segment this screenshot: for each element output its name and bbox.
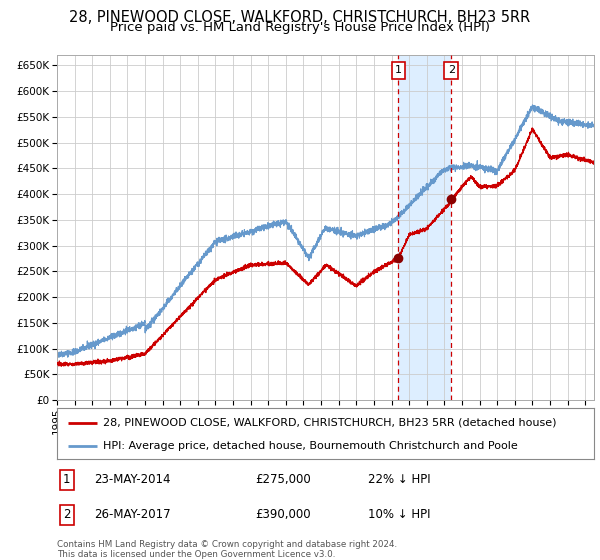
- Text: 10% ↓ HPI: 10% ↓ HPI: [368, 508, 431, 521]
- Text: 22% ↓ HPI: 22% ↓ HPI: [368, 473, 431, 486]
- Text: Contains HM Land Registry data © Crown copyright and database right 2024.
This d: Contains HM Land Registry data © Crown c…: [57, 540, 397, 559]
- Text: 2: 2: [63, 508, 70, 521]
- Text: 23-MAY-2014: 23-MAY-2014: [95, 473, 171, 486]
- Text: £390,000: £390,000: [256, 508, 311, 521]
- Text: 2: 2: [448, 66, 455, 76]
- Text: 28, PINEWOOD CLOSE, WALKFORD, CHRISTCHURCH, BH23 5RR (detached house): 28, PINEWOOD CLOSE, WALKFORD, CHRISTCHUR…: [103, 418, 556, 427]
- Text: 1: 1: [395, 66, 402, 76]
- Bar: [398, 55, 451, 400]
- Text: 26-MAY-2017: 26-MAY-2017: [95, 508, 171, 521]
- Text: 28, PINEWOOD CLOSE, WALKFORD, CHRISTCHURCH, BH23 5RR: 28, PINEWOOD CLOSE, WALKFORD, CHRISTCHUR…: [70, 10, 530, 25]
- Text: 1: 1: [63, 473, 70, 486]
- Text: Price paid vs. HM Land Registry's House Price Index (HPI): Price paid vs. HM Land Registry's House …: [110, 21, 490, 34]
- Text: £275,000: £275,000: [256, 473, 311, 486]
- Text: HPI: Average price, detached house, Bournemouth Christchurch and Poole: HPI: Average price, detached house, Bour…: [103, 441, 517, 451]
